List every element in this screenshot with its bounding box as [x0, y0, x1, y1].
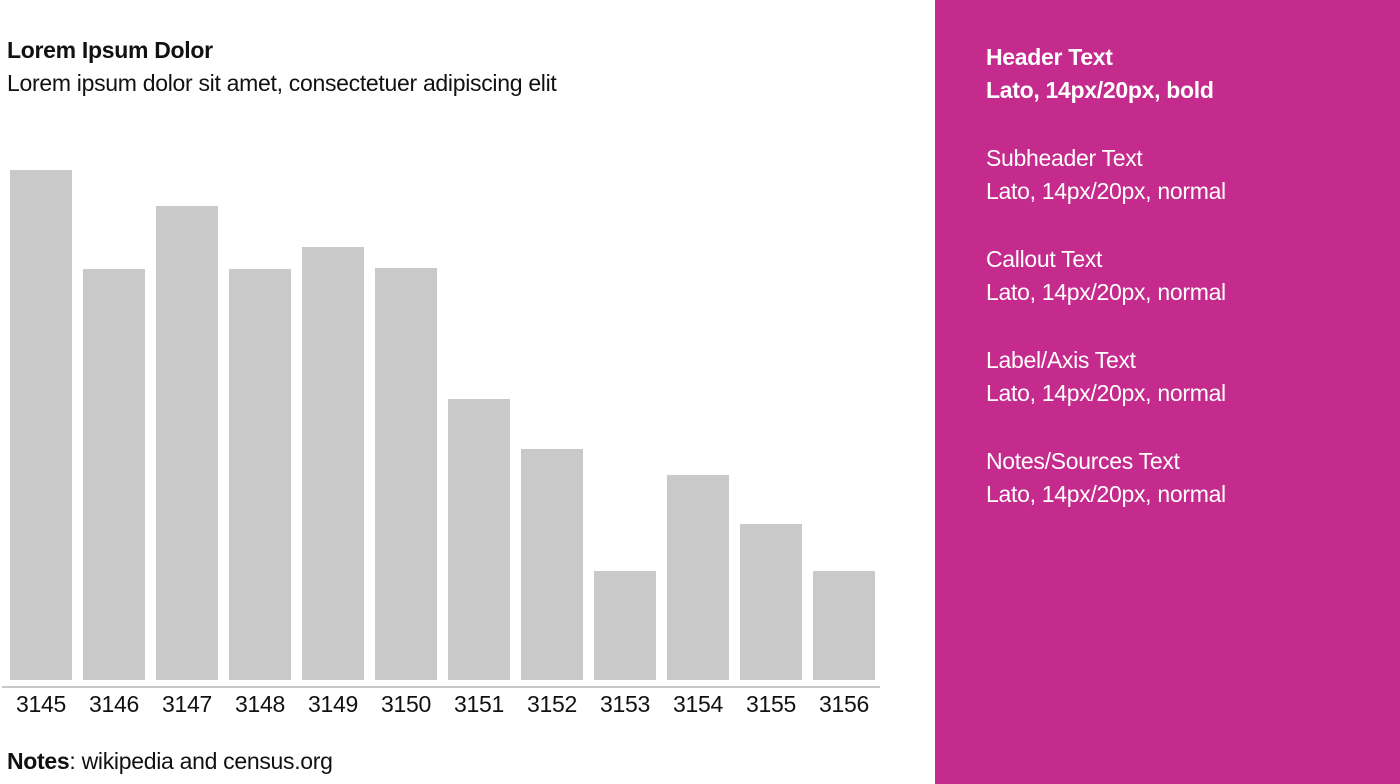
style-group-label: Label/Axis Text: [986, 347, 1136, 373]
style-panel: Header Text Lato, 14px/20px, bold Subhea…: [935, 0, 1400, 784]
style-group-spec: Lato, 14px/20px, normal: [986, 481, 1226, 507]
x-axis-label: 3150: [381, 691, 431, 717]
bar-chart-bars: [10, 170, 875, 680]
x-axis-label: 3149: [308, 691, 358, 717]
style-group-spec: Lato, 14px/20px, bold: [986, 77, 1214, 103]
x-axis-label: 3152: [527, 691, 577, 717]
style-group-label: Notes/Sources Text: [986, 448, 1180, 474]
bar: [302, 247, 364, 680]
style-group-callout: Callout Text Lato, 14px/20px, normal: [986, 243, 1400, 309]
bar: [521, 449, 583, 680]
x-axis-label: 3153: [600, 691, 650, 717]
chart-subtitle: Lorem ipsum dolor sit amet, consectetuer…: [7, 70, 557, 96]
style-group-notes-sources: Notes/Sources Text Lato, 14px/20px, norm…: [986, 445, 1400, 511]
chart-notes: Notes: wikipedia and census.org: [7, 745, 333, 778]
style-group-label: Callout Text: [986, 246, 1103, 272]
chart-title: Lorem Ipsum Dolor: [7, 37, 213, 63]
bar: [813, 571, 875, 680]
bar: [448, 399, 510, 680]
x-axis-label: 3154: [673, 691, 723, 717]
x-axis-line: [2, 686, 880, 688]
x-axis-label: 3156: [819, 691, 869, 717]
bar: [83, 269, 145, 680]
x-axis-label: 3151: [454, 691, 504, 717]
bar: [156, 206, 218, 680]
bar: [667, 475, 729, 680]
notes-label: Notes: [7, 748, 70, 774]
x-axis-labels: 3145 3146 3147 3148 3149 3150 3151 3152 3153 3154…: [10, 688, 875, 721]
bar: [10, 170, 72, 680]
style-group-header: Header Text Lato, 14px/20px, bold: [986, 41, 1400, 107]
notes-text: : wikipedia and census.org: [69, 748, 333, 774]
x-axis-label: 3147: [162, 691, 212, 717]
bar: [229, 269, 291, 680]
bar: [594, 571, 656, 680]
style-group-spec: Lato, 14px/20px, normal: [986, 380, 1226, 406]
x-axis-label: 3148: [235, 691, 285, 717]
bar: [375, 268, 437, 680]
bar: [740, 524, 802, 680]
style-group-label: Header Text: [986, 44, 1113, 70]
x-axis-label: 3145: [16, 691, 66, 717]
x-axis-label: 3146: [89, 691, 139, 717]
style-group-label-axis: Label/Axis Text Lato, 14px/20px, normal: [986, 344, 1400, 410]
style-group-subheader: Subheader Text Lato, 14px/20px, normal: [986, 142, 1400, 208]
style-group-spec: Lato, 14px/20px, normal: [986, 178, 1226, 204]
style-group-label: Subheader Text: [986, 145, 1143, 171]
style-group-spec: Lato, 14px/20px, normal: [986, 279, 1226, 305]
x-axis-label: 3155: [746, 691, 796, 717]
